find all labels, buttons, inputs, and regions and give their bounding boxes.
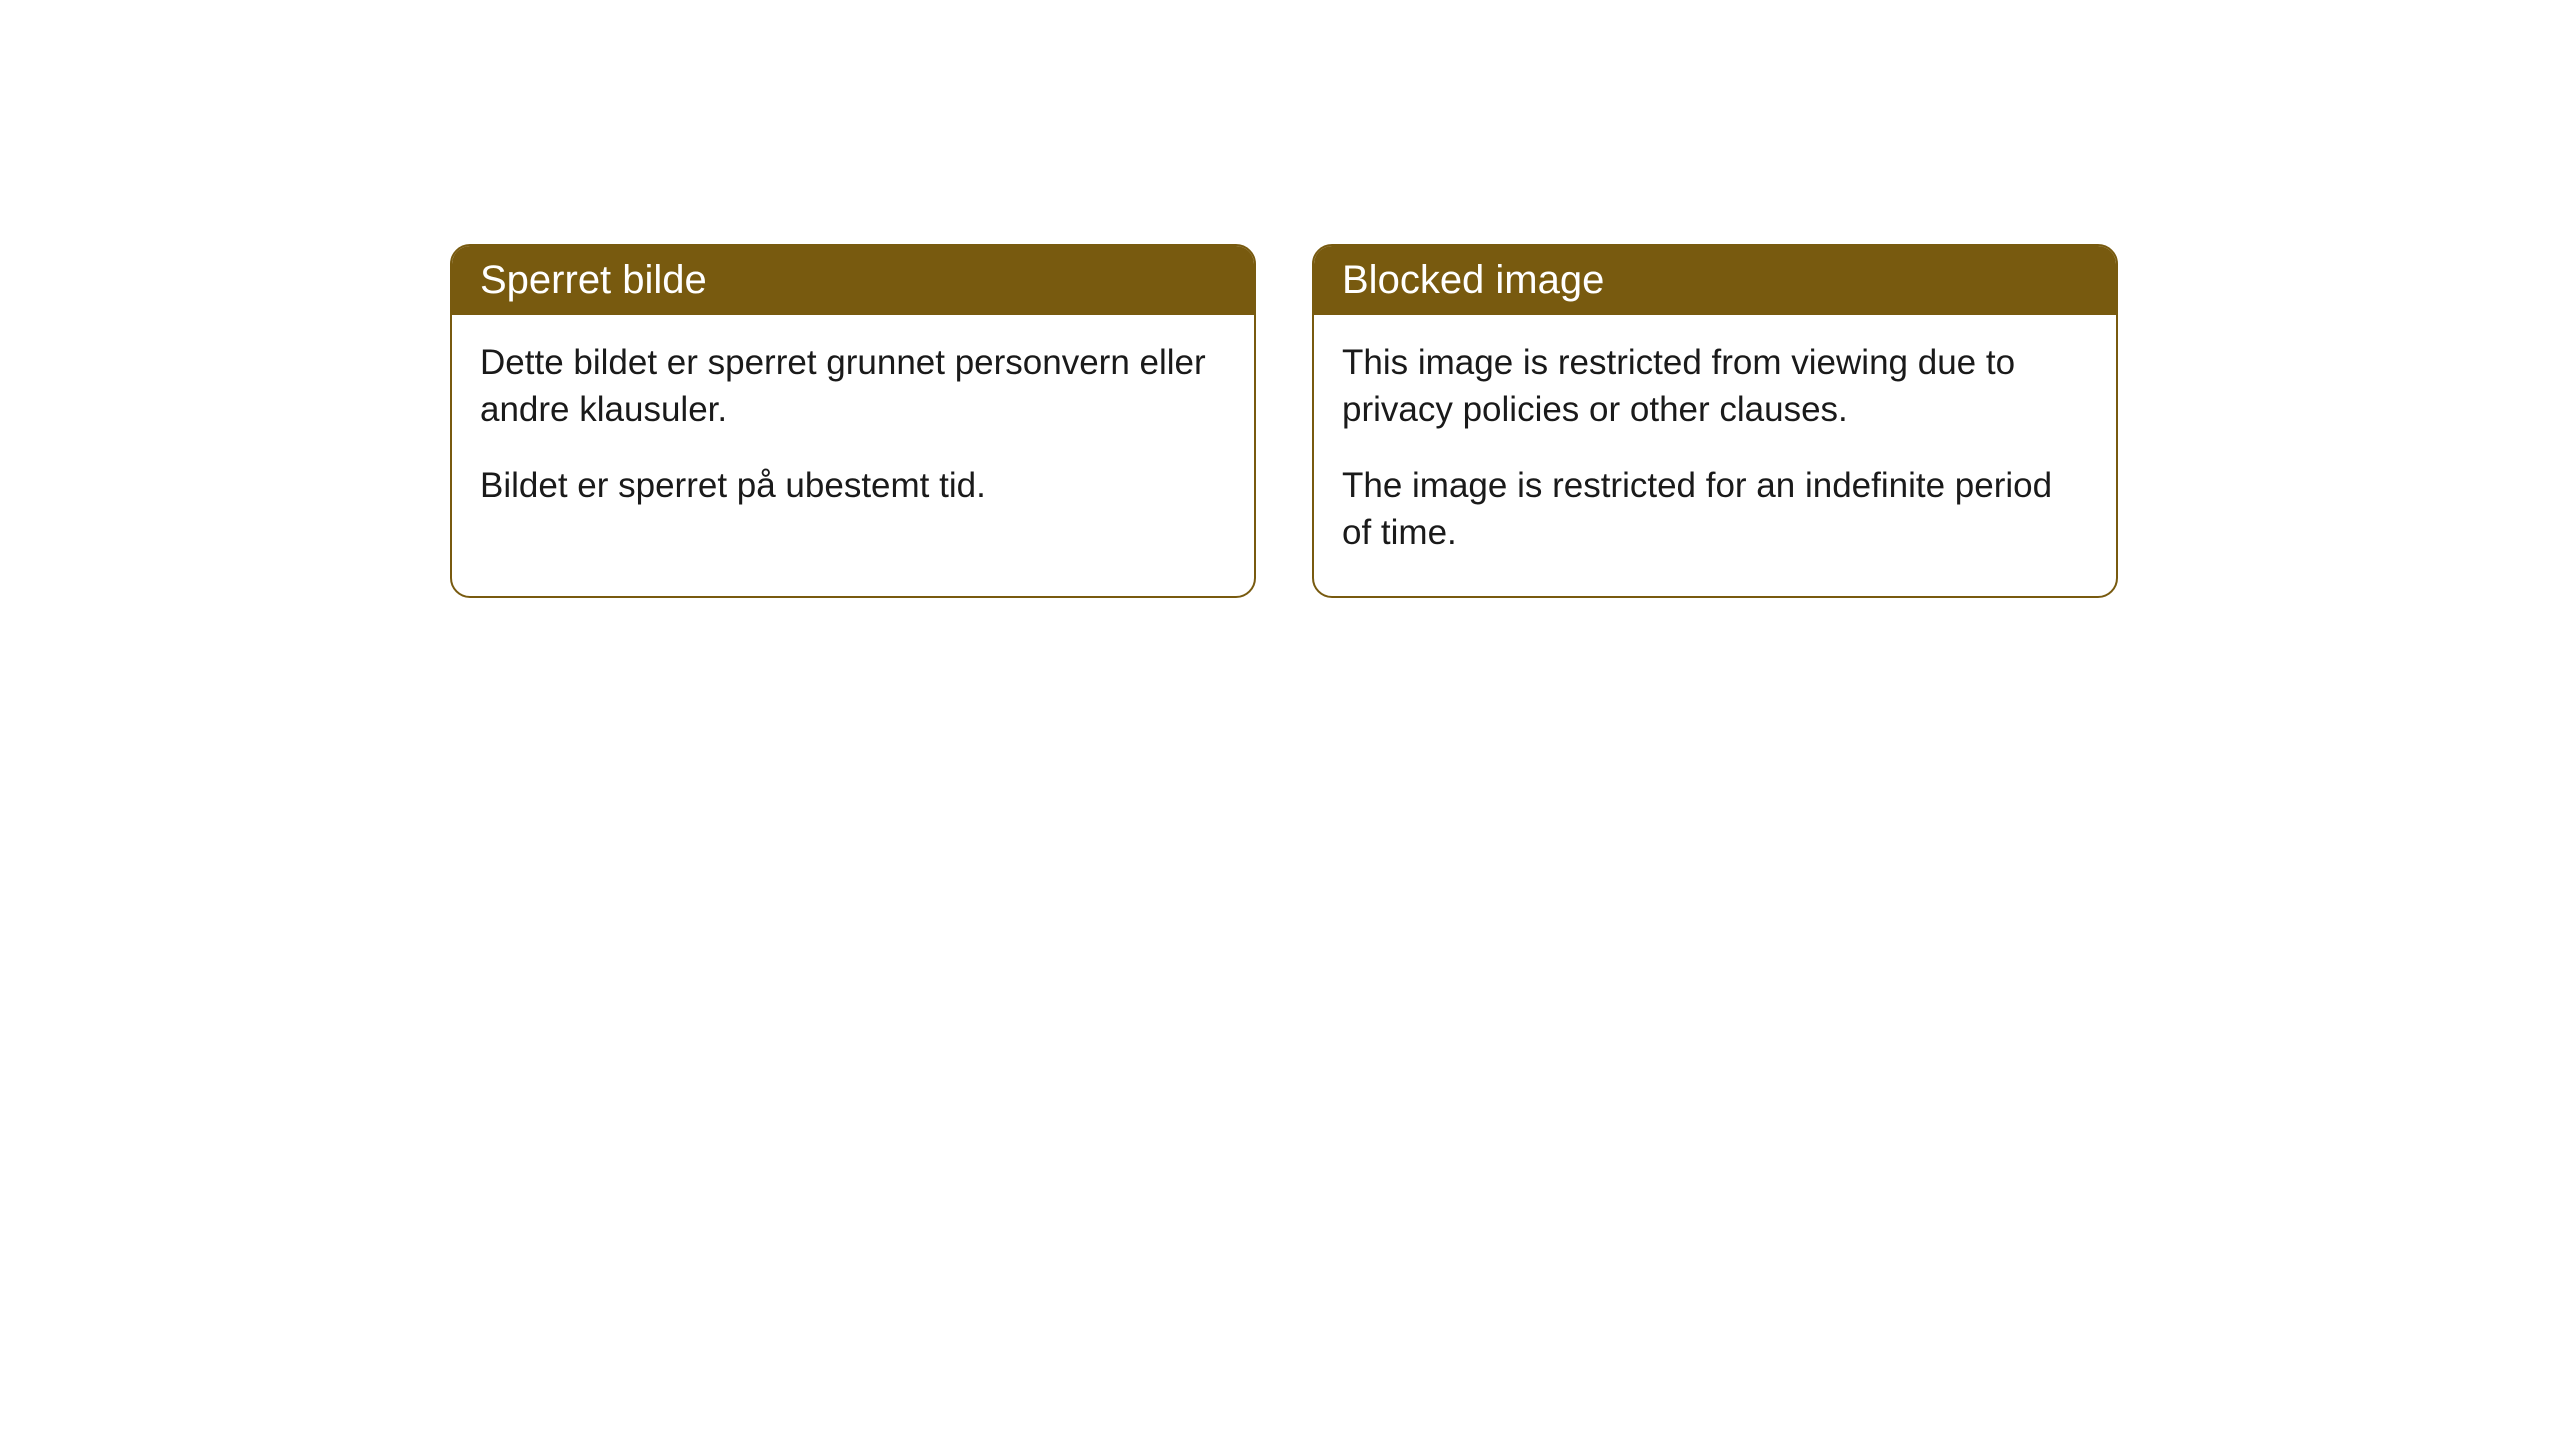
notice-card-header: Sperret bilde: [452, 246, 1254, 315]
notice-card-body: This image is restricted from viewing du…: [1314, 315, 2116, 596]
notice-cards-container: Sperret bilde Dette bildet er sperret gr…: [450, 244, 2118, 598]
notice-text-line-1: This image is restricted from viewing du…: [1342, 339, 2088, 434]
notice-card-body: Dette bildet er sperret grunnet personve…: [452, 315, 1254, 549]
notice-card-norwegian: Sperret bilde Dette bildet er sperret gr…: [450, 244, 1256, 598]
notice-card-header: Blocked image: [1314, 246, 2116, 315]
notice-text-line-1: Dette bildet er sperret grunnet personve…: [480, 339, 1226, 434]
notice-text-line-2: The image is restricted for an indefinit…: [1342, 462, 2088, 557]
notice-text-line-2: Bildet er sperret på ubestemt tid.: [480, 462, 1226, 509]
notice-card-english: Blocked image This image is restricted f…: [1312, 244, 2118, 598]
